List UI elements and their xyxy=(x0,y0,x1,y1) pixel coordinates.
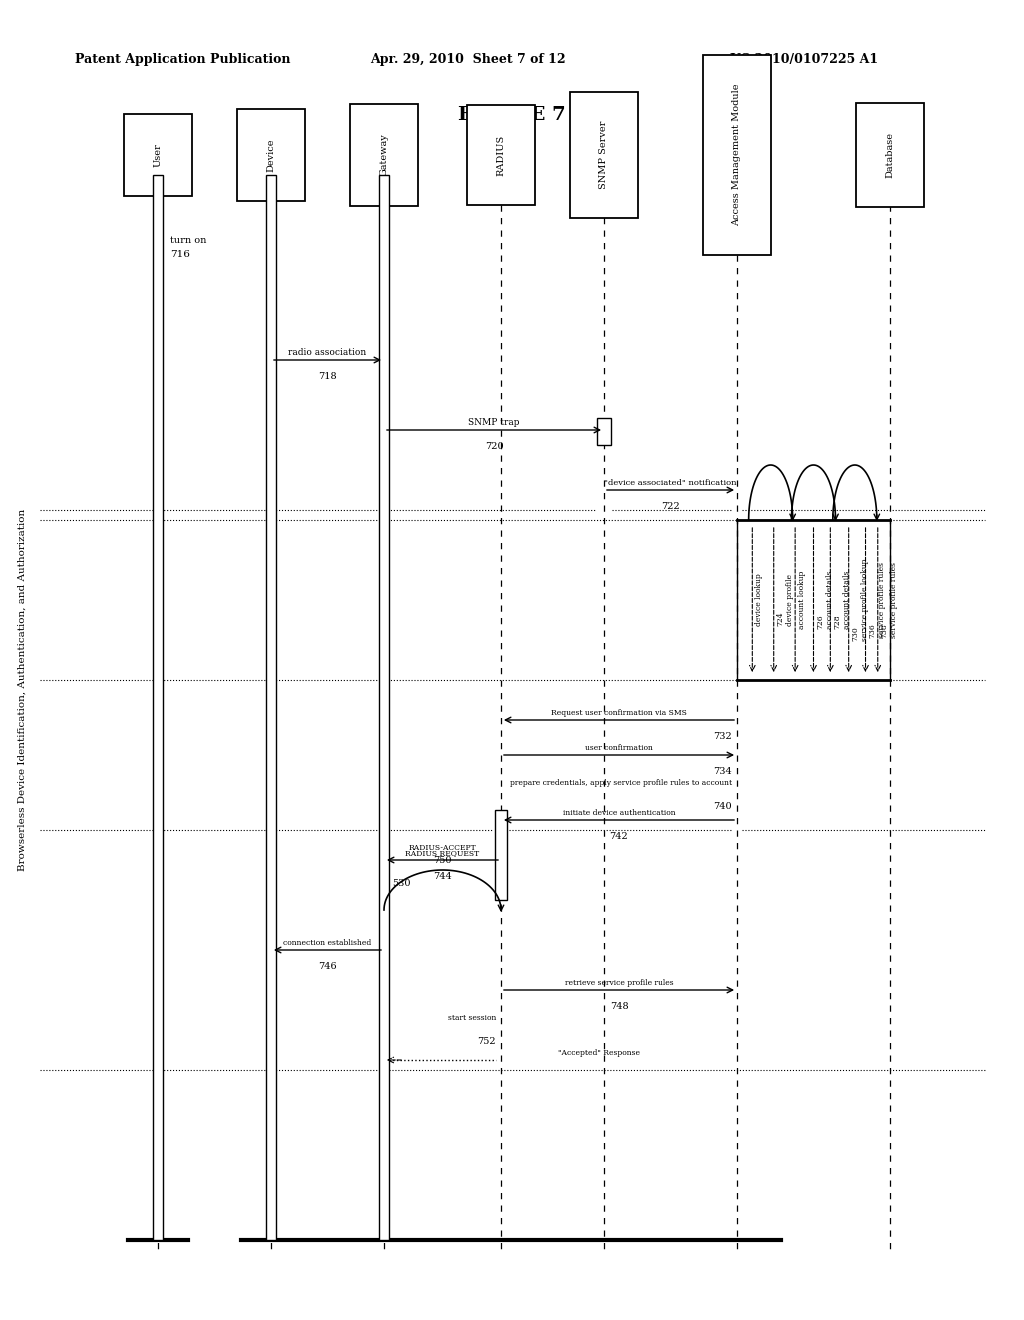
Text: Device: Device xyxy=(266,139,275,172)
Text: RADIUS-ACCEPT: RADIUS-ACCEPT xyxy=(409,843,476,851)
Text: Request user confirmation via SMS: Request user confirmation via SMS xyxy=(551,709,687,717)
Text: 752: 752 xyxy=(477,1038,496,1045)
Text: US 2010/0107225 A1: US 2010/0107225 A1 xyxy=(730,54,879,66)
Bar xyxy=(153,176,163,1239)
Text: 750: 750 xyxy=(433,855,452,865)
Text: Access Management Module: Access Management Module xyxy=(732,83,741,226)
Text: user confirmation: user confirmation xyxy=(585,744,653,752)
Text: 714: 714 xyxy=(880,127,901,137)
Text: 712: 712 xyxy=(726,127,748,137)
Text: Database: Database xyxy=(886,132,895,178)
Text: RADIUS: RADIUS xyxy=(497,135,506,176)
Text: connection established: connection established xyxy=(283,939,371,946)
Text: 702: 702 xyxy=(147,127,169,137)
Text: 738
service profile rules: 738 service profile rules xyxy=(881,562,898,638)
Text: 724
device profile: 724 device profile xyxy=(777,574,794,626)
Text: Gateway: Gateway xyxy=(380,133,388,177)
Text: 710: 710 xyxy=(593,127,614,137)
Text: 706: 706 xyxy=(374,127,394,137)
Text: SNMP Server: SNMP Server xyxy=(599,121,608,189)
Text: 734: 734 xyxy=(714,767,732,776)
Text: 730
service profile lookup: 730 service profile lookup xyxy=(852,558,869,642)
Text: 736
service profile rules: 736 service profile rules xyxy=(868,562,886,638)
Text: account lookup: account lookup xyxy=(798,570,806,630)
Text: FIGURE 7: FIGURE 7 xyxy=(458,106,566,124)
Text: 704: 704 xyxy=(260,127,282,137)
Bar xyxy=(379,176,389,1239)
Text: prepare credentials, apply service profile rules to account: prepare credentials, apply service profi… xyxy=(510,779,732,787)
Text: start session: start session xyxy=(447,1014,496,1022)
Text: 740: 740 xyxy=(714,803,732,810)
Text: 744: 744 xyxy=(432,873,452,880)
Bar xyxy=(597,418,611,445)
Text: radio association: radio association xyxy=(288,348,367,356)
Text: turn on: turn on xyxy=(170,236,207,246)
Text: "Accepted" Response: "Accepted" Response xyxy=(558,1049,640,1057)
Text: 720: 720 xyxy=(484,442,504,451)
Text: 746: 746 xyxy=(317,962,336,972)
Text: 530: 530 xyxy=(392,879,411,888)
Text: 716: 716 xyxy=(170,249,189,259)
Text: retrieve service profile rules: retrieve service profile rules xyxy=(564,979,674,987)
Text: 708: 708 xyxy=(490,127,512,137)
Text: 732: 732 xyxy=(714,733,732,741)
Text: User: User xyxy=(154,143,163,166)
Text: Apr. 29, 2010  Sheet 7 of 12: Apr. 29, 2010 Sheet 7 of 12 xyxy=(370,54,565,66)
Text: 718: 718 xyxy=(317,372,336,381)
Bar xyxy=(495,810,507,900)
Text: RADIUS REQUEST: RADIUS REQUEST xyxy=(404,849,479,857)
Text: initiate device authentication: initiate device authentication xyxy=(562,809,675,817)
Text: Browserless Device Identification, Authentication, and Authorization: Browserless Device Identification, Authe… xyxy=(17,510,27,871)
Text: 728
account details: 728 account details xyxy=(834,570,851,630)
Bar xyxy=(266,176,276,1239)
Text: SNMP trap: SNMP trap xyxy=(468,418,520,426)
Text: 742: 742 xyxy=(609,832,629,841)
Text: 748: 748 xyxy=(609,1002,629,1011)
Text: 726
account details: 726 account details xyxy=(816,570,834,630)
Text: "device associated" notification: "device associated" notification xyxy=(604,479,736,487)
Text: Patent Application Publication: Patent Application Publication xyxy=(75,54,291,66)
Text: device lookup: device lookup xyxy=(756,574,763,627)
Text: 722: 722 xyxy=(660,502,679,511)
